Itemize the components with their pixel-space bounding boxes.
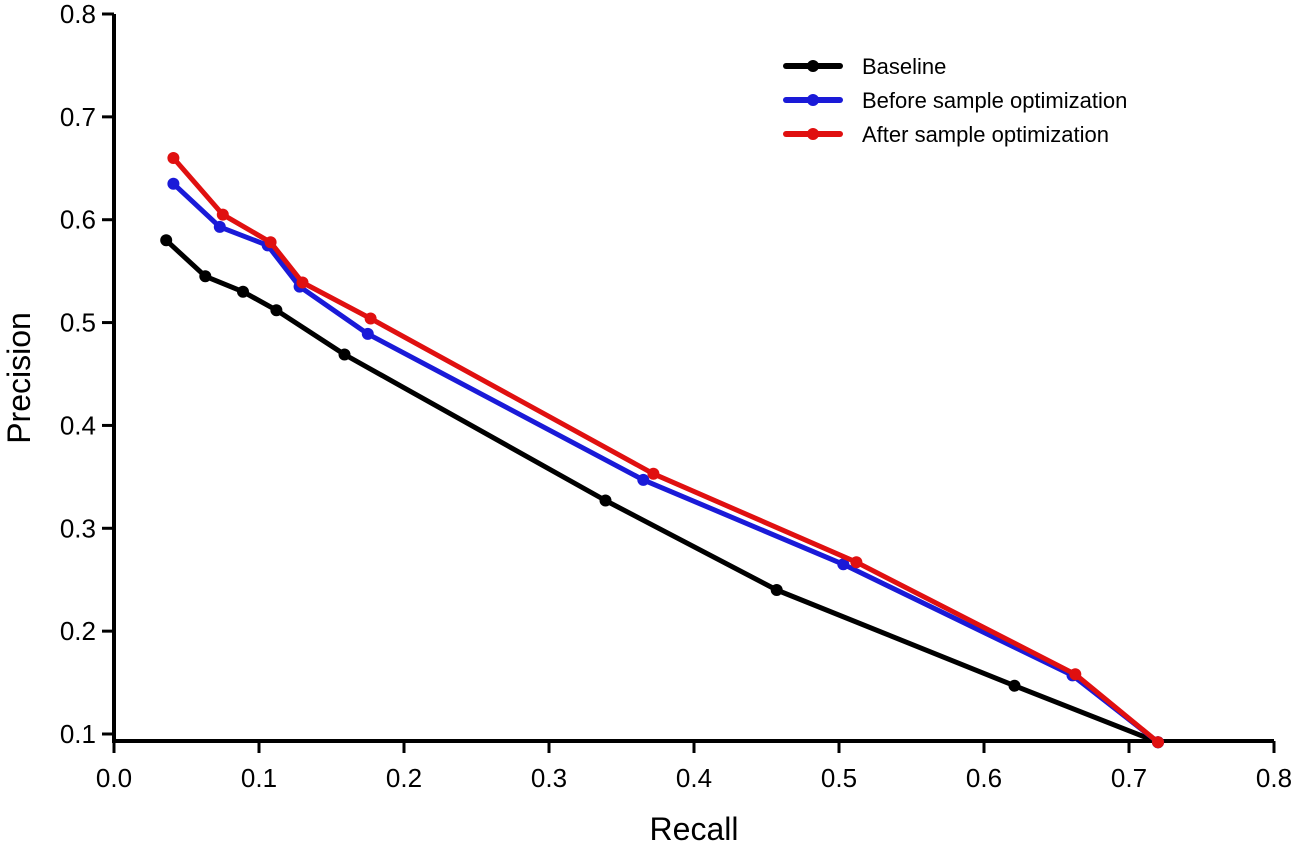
x-tick-label: 0.8 xyxy=(1256,763,1292,793)
y-tick-label: 0.5 xyxy=(60,308,96,338)
x-tick-label: 0.6 xyxy=(966,763,1002,793)
legend-swatch-marker xyxy=(807,60,819,72)
legend-entry: After sample optimization xyxy=(783,122,1109,147)
y-tick-label: 0.4 xyxy=(60,410,96,440)
series-after-sample-optimization xyxy=(167,152,1164,749)
data-point xyxy=(1152,736,1164,749)
data-point xyxy=(237,285,249,298)
y-tick-label: 0.8 xyxy=(60,0,96,29)
y-tick-label: 0.3 xyxy=(60,513,96,543)
x-tick-label: 0.5 xyxy=(821,763,857,793)
data-point xyxy=(216,208,229,221)
data-point xyxy=(296,276,309,289)
series-baseline xyxy=(160,234,1164,749)
y-tick-label: 0.7 xyxy=(60,102,96,132)
data-point xyxy=(199,270,212,283)
ticks: 0.0 0.1 0.2 0.3 0.4 0.5 0.6 0.7 0.80.10.20.30.40… xyxy=(60,0,1292,793)
x-tick-label: 0.7 xyxy=(1111,763,1147,793)
x-tick-label: 0.1 xyxy=(241,763,277,793)
legend-label: Before sample optimization xyxy=(862,88,1127,113)
data-point xyxy=(213,220,226,233)
data-point xyxy=(338,348,351,361)
data-point xyxy=(637,473,650,486)
series-line xyxy=(163,237,1161,745)
x-tick-label: 0.3 xyxy=(531,763,567,793)
y-tick-label: 0.6 xyxy=(60,205,96,235)
series-lines xyxy=(160,152,1164,749)
data-point xyxy=(1069,668,1082,681)
data-point xyxy=(770,584,783,596)
x-tick-label: 0.2 xyxy=(386,763,422,793)
data-point xyxy=(270,304,283,317)
x-axis-title: Recall xyxy=(650,811,739,847)
legend-entry: Before sample optimization xyxy=(783,88,1127,113)
series-line xyxy=(170,155,1161,745)
legend-swatch-marker xyxy=(807,128,819,140)
data-point xyxy=(264,236,277,249)
data-point xyxy=(167,152,180,164)
legend: Baseline Before sample optimization After … xyxy=(783,54,1127,147)
data-point xyxy=(850,556,863,569)
legend-label: After sample optimization xyxy=(862,122,1109,147)
data-point xyxy=(599,494,612,507)
data-point xyxy=(647,467,660,480)
y-tick-label: 0.1 xyxy=(60,719,96,749)
x-tick-label: 0.4 xyxy=(676,763,712,793)
data-point xyxy=(160,234,173,247)
data-point xyxy=(167,177,180,190)
data-point xyxy=(1008,679,1021,692)
series-before-sample-optimization xyxy=(167,177,1164,749)
legend-entry: Baseline xyxy=(783,54,946,79)
series-line xyxy=(170,181,1161,745)
legend-label: Baseline xyxy=(862,54,946,79)
data-point xyxy=(837,558,850,571)
legend-swatch-marker xyxy=(807,94,819,106)
y-axis-title: Precision xyxy=(1,312,37,444)
data-point xyxy=(364,312,377,325)
x-tick-label: 0.0 xyxy=(96,763,132,793)
y-tick-label: 0.2 xyxy=(60,616,96,646)
data-point xyxy=(361,327,374,340)
